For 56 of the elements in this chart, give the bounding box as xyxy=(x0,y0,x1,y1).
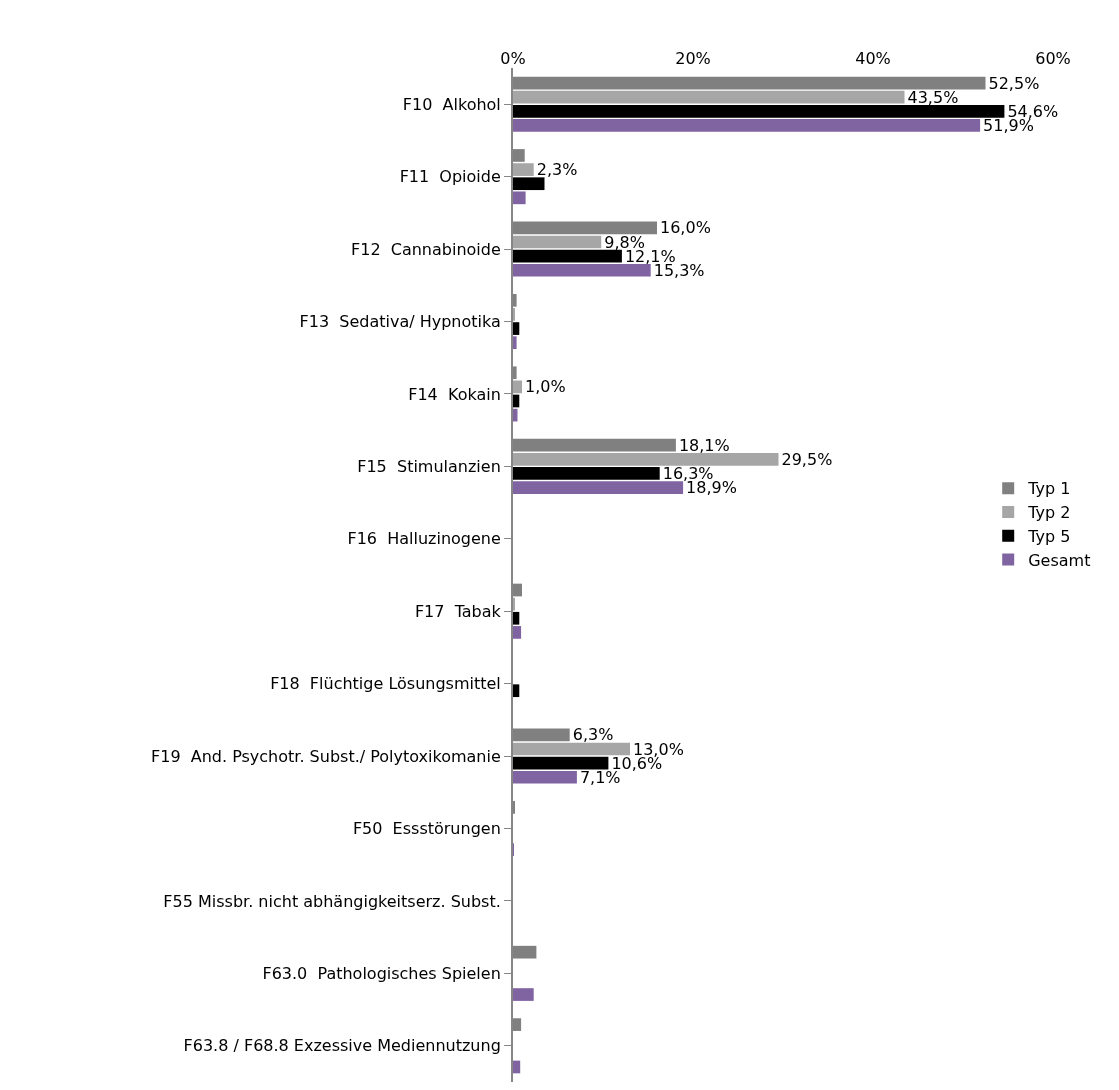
bar xyxy=(513,467,660,480)
legend-label: Typ 5 xyxy=(1027,527,1071,547)
y-tick-label: F12 Cannabinoide xyxy=(351,239,501,259)
bar xyxy=(513,394,520,408)
y-tick-label: F15 Stimulanzien xyxy=(357,456,501,476)
bar xyxy=(513,756,609,770)
bar xyxy=(513,263,651,277)
legend-label: Typ 1 xyxy=(1027,479,1071,499)
y-tick-label: F14 Kokain xyxy=(408,384,501,404)
bar xyxy=(513,380,522,394)
y-tick-label: F10 Alkohol xyxy=(402,94,501,114)
x-tick-label: 60% xyxy=(1035,48,1071,68)
legend-label: Typ 2 xyxy=(1027,503,1071,523)
bar xyxy=(513,408,518,422)
x-tick-label: 0% xyxy=(500,48,526,68)
x-tick-label: 20% xyxy=(675,48,711,68)
y-tick-label: F18 Flüchtige Lösungsmittel xyxy=(270,674,501,694)
y-tick-label: F16 Halluzinogene xyxy=(347,529,501,549)
data-label: 29,5% xyxy=(781,449,833,469)
bar xyxy=(513,119,981,132)
bar xyxy=(513,611,520,625)
y-tick-label: F55 Missbr. nicht abhängigkeitserz. Subst. xyxy=(163,891,501,911)
data-label: 6,3% xyxy=(572,725,614,745)
y-tick-label: F19 And. Psychotr. Subst./ Polytoxikomanie xyxy=(151,746,501,766)
bar xyxy=(513,1060,521,1074)
y-tick-label: F17 Tabak xyxy=(414,601,502,621)
bar xyxy=(513,177,545,191)
y-tick-label: F63.0 Pathologisches Spielen xyxy=(262,963,501,983)
bar xyxy=(513,322,520,335)
y-tick-label: F11 Opioide xyxy=(399,167,501,187)
data-label: 1,0% xyxy=(525,377,566,397)
y-tick-label: F50 Essstörungen xyxy=(352,819,501,839)
bar xyxy=(513,770,577,784)
y-tick-label: F13 Sedativa/ Hypnotika xyxy=(299,312,501,332)
bar xyxy=(513,452,779,466)
bar xyxy=(513,163,534,176)
legend-label: Gesamt xyxy=(1028,550,1091,570)
bar xyxy=(513,90,905,104)
bar xyxy=(513,191,526,205)
bar xyxy=(513,235,602,249)
bar xyxy=(513,742,630,756)
bar xyxy=(513,481,684,494)
bar xyxy=(513,104,1005,118)
bar xyxy=(513,249,622,263)
bar xyxy=(513,684,520,698)
data-label: 2,3% xyxy=(536,160,578,180)
x-tick-label: 40% xyxy=(855,48,891,68)
data-label: 52,5% xyxy=(988,73,1040,93)
data-label: 18,1% xyxy=(678,435,730,455)
data-label: 18,9% xyxy=(686,478,737,498)
data-label: 16,0% xyxy=(660,218,711,238)
bar xyxy=(513,988,534,1001)
data-label: 43,5% xyxy=(907,87,959,107)
bar xyxy=(513,336,517,350)
bar xyxy=(513,626,522,639)
y-tick-label: F63.8 / F68.8 Exzessive Mediennutzung xyxy=(183,1036,501,1056)
